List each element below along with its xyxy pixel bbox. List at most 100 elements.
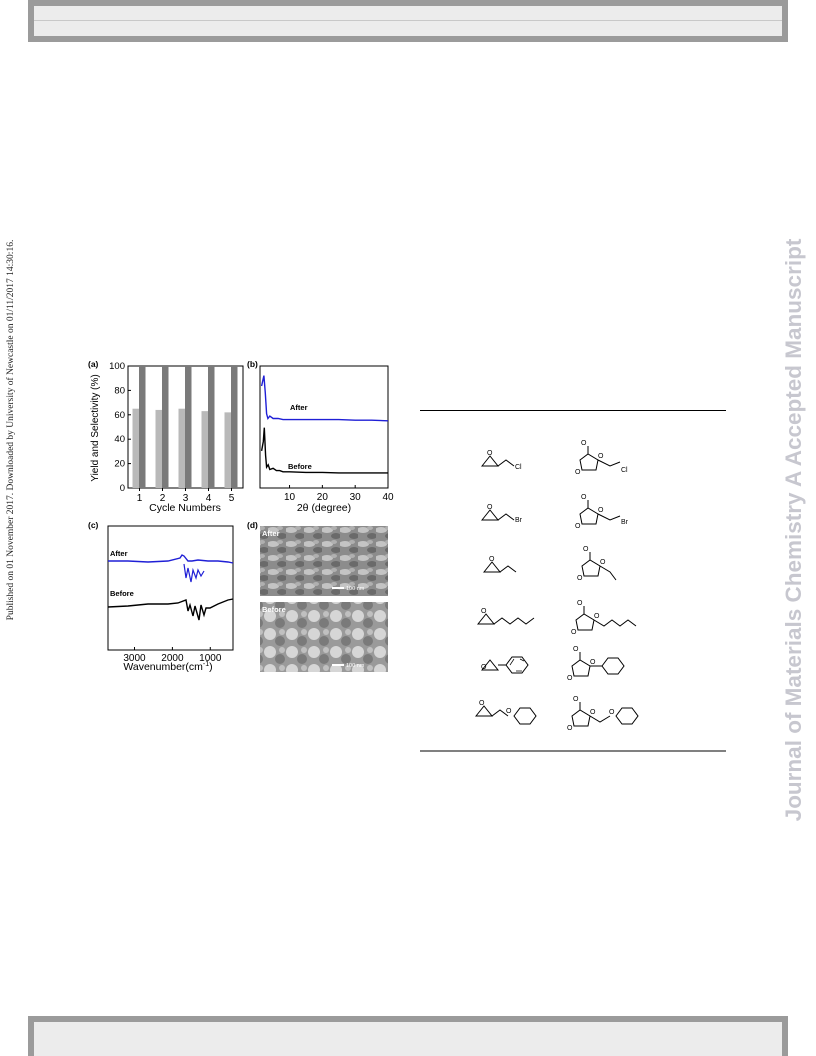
- substrate-table: O Cl O O O Cl O Br O O O Br O: [420, 410, 726, 752]
- footer-bar: [28, 1016, 788, 1056]
- bar: [185, 366, 192, 488]
- svg-text:O: O: [506, 708, 512, 715]
- svg-text:Br: Br: [621, 519, 629, 526]
- svg-text:O: O: [573, 646, 579, 653]
- x-tick-label: 2: [160, 493, 166, 504]
- panel-b-before-label: Before: [288, 462, 312, 471]
- svg-text:O: O: [581, 440, 587, 447]
- sem-before-scalebar: [332, 664, 344, 666]
- panel-a-xlabel: Cycle Numbers: [149, 502, 221, 514]
- svg-text:O: O: [481, 664, 487, 671]
- panel-c-before-line: [107, 598, 234, 621]
- svg-text:O: O: [573, 696, 579, 703]
- bar: [132, 408, 139, 488]
- bar: [178, 408, 185, 488]
- panel-c-after-line: [108, 554, 234, 564]
- panel-c-after-label: After: [110, 549, 128, 558]
- svg-text:O: O: [575, 523, 581, 530]
- svg-text:O: O: [594, 613, 600, 620]
- xrd-line-after: [260, 375, 389, 422]
- sem-image-before: [260, 602, 388, 672]
- panel-a-label: (a): [88, 359, 99, 369]
- header-bar: [28, 0, 788, 42]
- svg-text:O: O: [575, 469, 581, 476]
- svg-text:O: O: [571, 629, 577, 636]
- panel-b-after-label: After: [290, 403, 308, 412]
- svg-text:Cl: Cl: [621, 467, 628, 474]
- panel-b-label: (b): [247, 359, 258, 369]
- x-tick-label: 3000: [123, 653, 146, 664]
- svg-text:O: O: [598, 453, 604, 460]
- epoxide-structure: O: [482, 556, 517, 573]
- carbonate-structure: O O O O: [567, 696, 639, 732]
- bar: [162, 366, 169, 488]
- svg-text:O: O: [481, 608, 487, 615]
- svg-text:O: O: [577, 575, 583, 582]
- svg-text:O: O: [590, 709, 596, 716]
- svg-text:O: O: [600, 559, 606, 566]
- table-row: O O O O: [480, 646, 625, 682]
- x-tick-label: 20: [317, 492, 329, 503]
- sem-after-scalebar: [332, 587, 344, 589]
- svg-text:O: O: [581, 494, 587, 501]
- sem-before-scale: 100 nm: [346, 663, 365, 669]
- bar: [208, 366, 215, 488]
- sem-before-label: Before: [262, 605, 286, 614]
- y-tick-label: 40: [114, 434, 125, 445]
- svg-text:O: O: [567, 725, 573, 732]
- x-tick-label: 5: [229, 493, 235, 504]
- panel-c-before-label: Before: [110, 589, 134, 598]
- panel-b-frame: [259, 365, 389, 489]
- panel-b-xlabel: 2θ (degree): [297, 502, 351, 514]
- sem-after-label: After: [262, 529, 280, 538]
- epoxide-structure: O Cl: [480, 450, 522, 471]
- x-tick-label: 1: [137, 493, 143, 504]
- x-tick-label: 3: [183, 493, 189, 504]
- sem-image-after: [260, 526, 388, 596]
- panel-c-frame: [107, 525, 234, 651]
- svg-text:O: O: [598, 507, 604, 514]
- svg-text:O: O: [577, 600, 583, 607]
- xrd-line-before: [260, 427, 388, 474]
- x-tick-label: 1000: [199, 653, 222, 664]
- bar: [139, 366, 146, 488]
- epoxide-structure: O O: [474, 700, 537, 725]
- x-tick-label: 30: [350, 492, 362, 503]
- table-row: O O O O O O: [474, 696, 639, 732]
- panel-d: (d) After 100 nm Before 100 nm: [247, 520, 388, 672]
- panel-a: (a) Yield and Selectivity (%) 0 20 40 60 80 1…: [88, 359, 244, 514]
- bar: [224, 412, 231, 488]
- epoxide-structure: O Br: [480, 504, 523, 524]
- figure: (a) Yield and Selectivity (%) 0 20 40 60 80 1…: [88, 359, 394, 673]
- carbonate-structure: O O O: [577, 546, 617, 582]
- bar: [155, 409, 162, 488]
- panel-c-after-peaks: [183, 563, 205, 583]
- panel-c-xlabel: Wavenumber(cm-1): [123, 661, 212, 673]
- panel-c: (c) After Before 3000 2000 1000 Wavenumber…: [88, 520, 234, 673]
- table-row: O Br O O O Br: [480, 494, 629, 530]
- bar: [201, 411, 208, 488]
- panel-c-label: (c): [88, 520, 99, 530]
- publication-note: Published on 01 November 2017. Downloade…: [6, 239, 16, 621]
- x-tick-label: 40: [382, 492, 394, 503]
- panel-b: (b) After Before 10 20 30 40 2θ (degree): [247, 359, 394, 514]
- y-tick-label: 100: [109, 361, 125, 372]
- panel-a-ylabel: Yield and Selectivity (%): [90, 374, 101, 481]
- carbonate-structure: O O O Br: [575, 494, 629, 530]
- journal-watermark: Journal of Materials Chemistry A Accepte…: [781, 238, 806, 822]
- epoxide-structure: O: [476, 608, 535, 625]
- panel-d-label: (d): [247, 520, 258, 530]
- svg-text:O: O: [609, 709, 615, 716]
- svg-text:O: O: [487, 504, 493, 511]
- svg-text:O: O: [590, 659, 596, 666]
- epoxide-structure: O: [480, 656, 529, 674]
- x-tick-label: 2000: [161, 653, 184, 664]
- svg-text:O: O: [567, 675, 573, 682]
- carbonate-structure: O O O: [571, 600, 637, 636]
- y-tick-label: 0: [120, 483, 125, 494]
- carbonate-structure: O O O Cl: [575, 440, 628, 476]
- carbonate-structure: O O O: [567, 646, 625, 682]
- table-row: O O O O: [476, 600, 637, 636]
- bar: [231, 366, 238, 488]
- svg-text:O: O: [583, 546, 589, 553]
